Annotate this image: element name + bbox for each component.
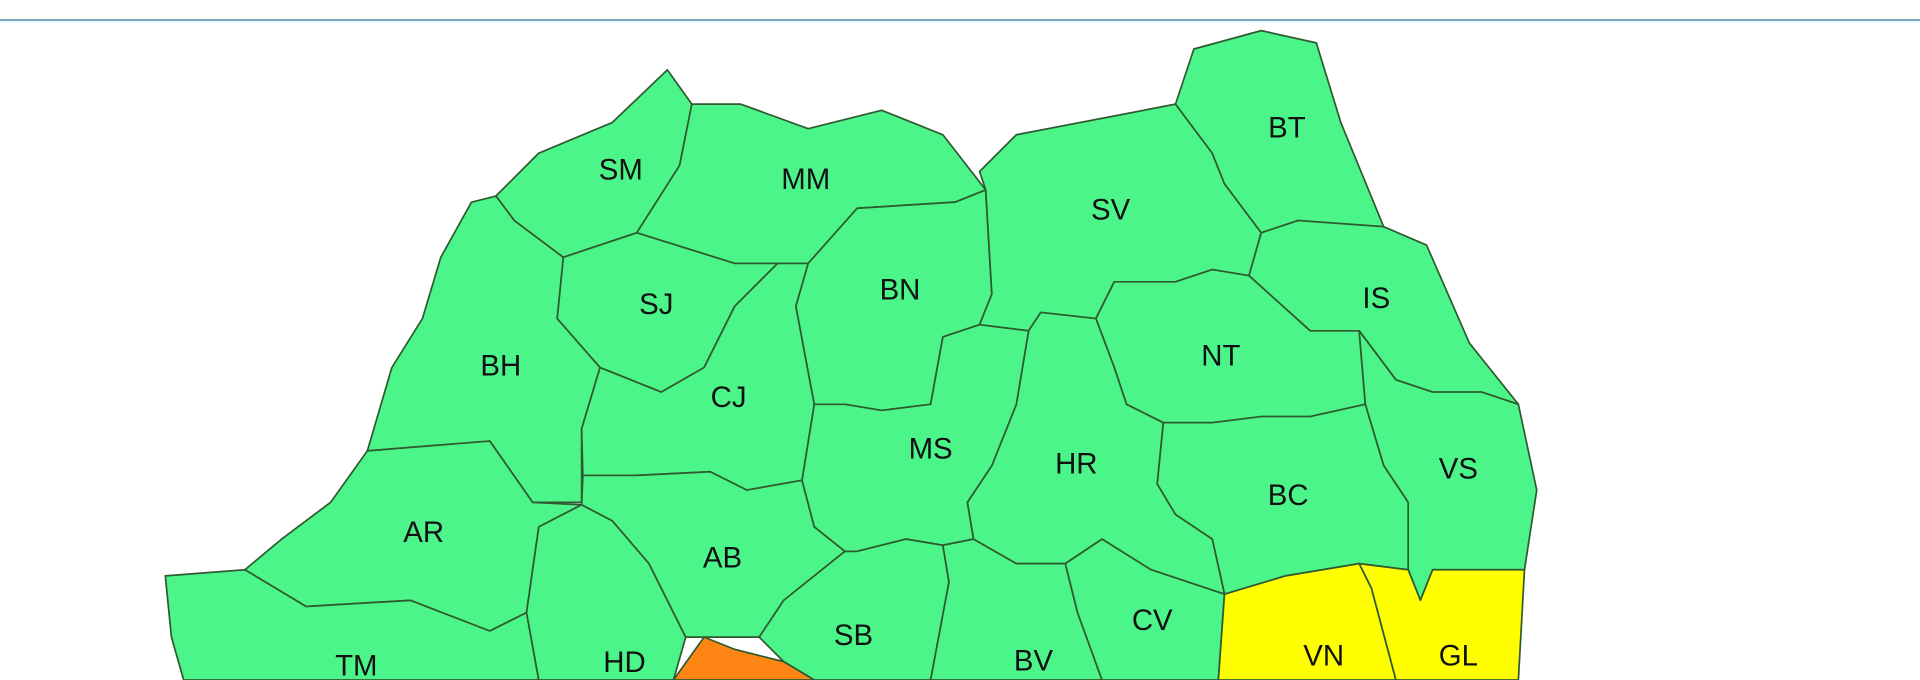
county-tm[interactable] [164,568,540,680]
county-ms[interactable] [801,323,1030,553]
county-gl[interactable] [1358,562,1526,680]
header-divider [0,19,1920,21]
county-sb[interactable] [758,538,950,680]
warning-region-orange[interactable] [672,636,816,680]
